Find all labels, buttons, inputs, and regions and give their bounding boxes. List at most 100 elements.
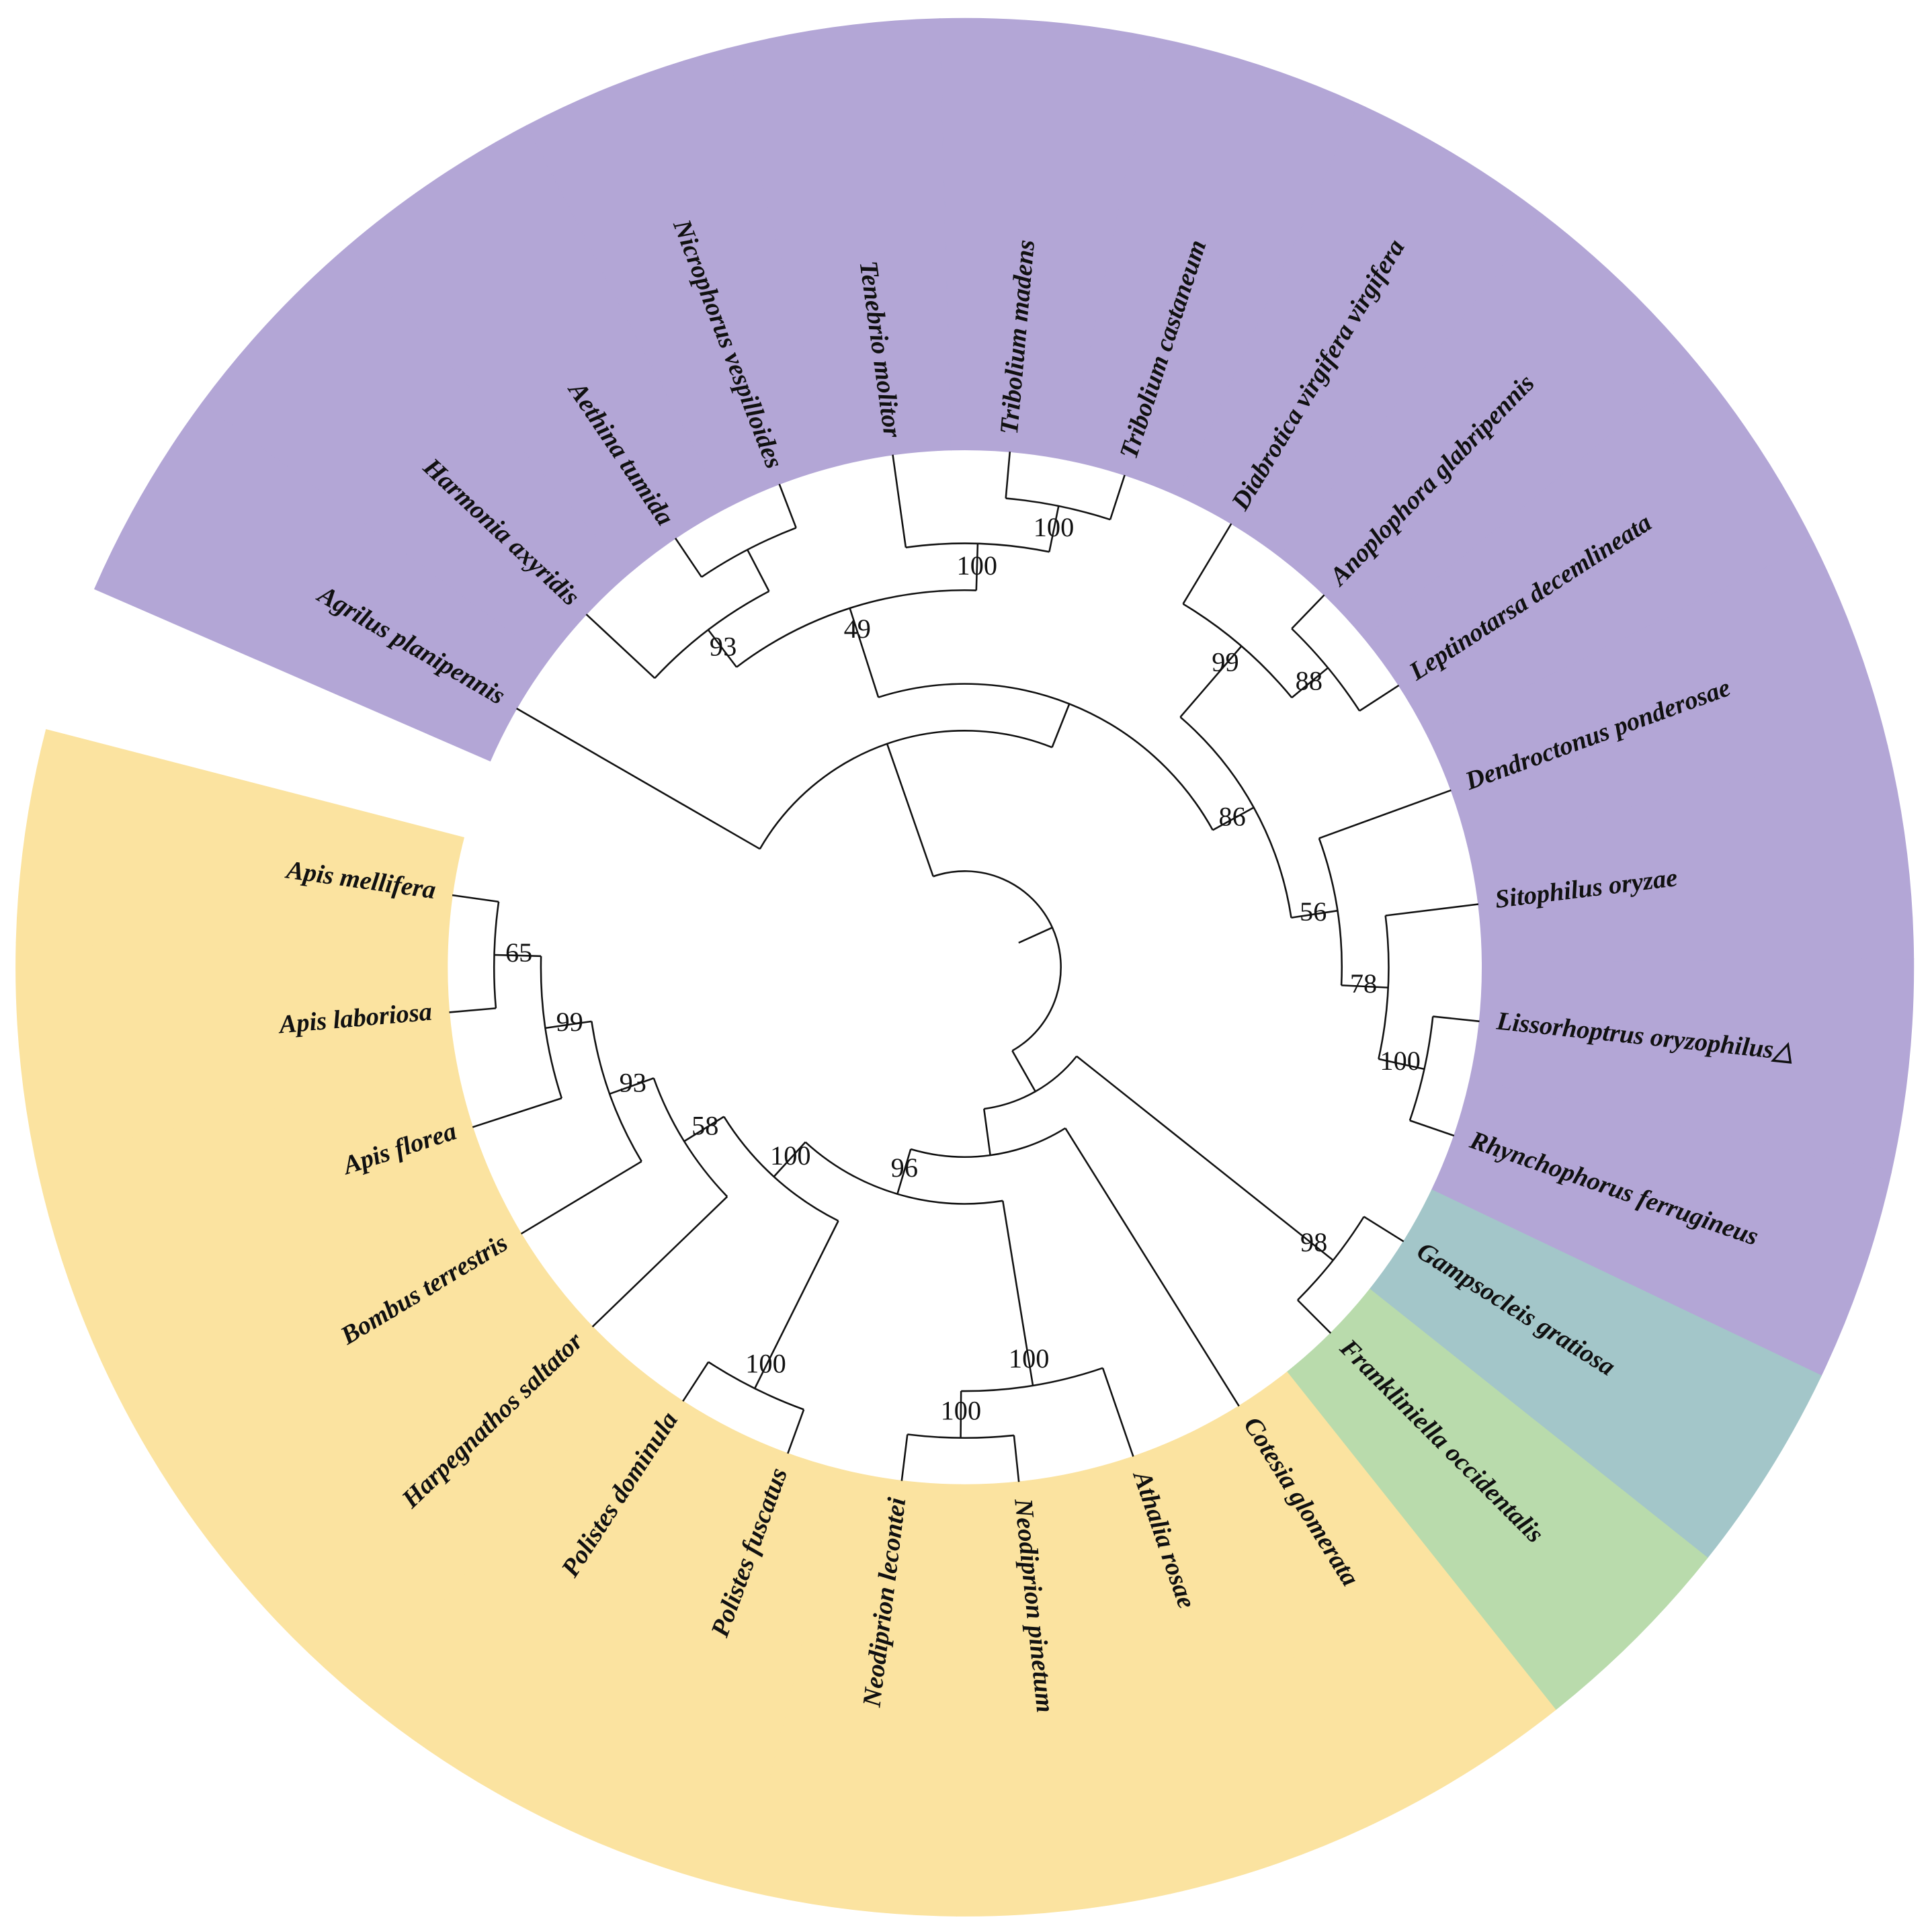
branch [1341, 984, 1388, 989]
branch-arc [804, 1141, 1003, 1205]
branch [1318, 789, 1452, 839]
branch [1433, 1015, 1480, 1023]
branch-arc [1378, 915, 1390, 1060]
bootstrap-value: 56 [1300, 896, 1327, 927]
clade-band [540, 1429, 845, 1891]
clade-band [1286, 1288, 1708, 1711]
branch-arc [736, 589, 976, 668]
clade-band [1469, 958, 1915, 1173]
clade-band [1369, 1189, 1822, 1559]
bootstrap-value: 58 [691, 1110, 718, 1140]
branch [886, 743, 934, 877]
branch-arc [878, 683, 1214, 831]
clade-band [526, 48, 836, 509]
branch [516, 708, 761, 850]
bootstrap-value: 78 [1350, 968, 1377, 999]
branch [747, 549, 770, 592]
branch [892, 454, 907, 548]
clade-band [1179, 103, 1544, 558]
branch [1013, 1435, 1020, 1482]
branch [1212, 806, 1255, 831]
clade-band [1279, 214, 1698, 639]
clade-band [956, 1472, 1171, 1917]
bootstrap-value: 99 [556, 1007, 583, 1037]
branch [1291, 667, 1329, 699]
branch [1385, 903, 1479, 917]
branch [674, 538, 703, 578]
clade-band [201, 245, 630, 661]
branch-arc [1179, 716, 1292, 918]
branch [1109, 474, 1126, 520]
clade-band [347, 125, 727, 575]
branch-arc [984, 1055, 1078, 1110]
branch-arc [591, 1021, 642, 1162]
branch [1076, 1055, 1334, 1261]
branch [1101, 1368, 1134, 1457]
branch-arc [905, 542, 1050, 553]
clade-band [15, 941, 458, 1157]
branch [1005, 452, 1011, 499]
clade-band [1363, 363, 1815, 737]
branch [452, 894, 499, 903]
branch [1363, 1216, 1404, 1243]
branch [960, 1391, 962, 1438]
branch [683, 1116, 724, 1142]
branch [1359, 684, 1400, 712]
branch [545, 1020, 592, 1030]
branch [707, 629, 738, 668]
branch [1048, 505, 1060, 552]
branch-arc [1297, 1216, 1365, 1301]
branch [1064, 1128, 1240, 1407]
clade-band [939, 17, 1155, 461]
bootstrap-value: 93 [620, 1068, 646, 1098]
clade-band [93, 402, 550, 762]
clade-band [1076, 1433, 1374, 1894]
bootstrap-value: 100 [745, 1349, 786, 1379]
clade-band [34, 1070, 495, 1361]
branch [753, 1220, 839, 1389]
branch [896, 1148, 912, 1195]
branch-arc [493, 901, 500, 1009]
branch [982, 1108, 991, 1156]
bootstrap-value: 100 [941, 1395, 981, 1425]
clade-band [1067, 36, 1359, 497]
branch [1001, 1200, 1034, 1386]
bootstrap-value: 99 [1212, 647, 1238, 677]
branch [609, 1077, 655, 1095]
bootstrap-value: 100 [770, 1140, 811, 1171]
clade-band [1187, 1371, 1556, 1824]
clade-band [15, 728, 464, 954]
branch-arc [654, 590, 770, 679]
branch-arc [1005, 497, 1111, 521]
branch-arc [540, 956, 563, 1099]
branch [778, 483, 797, 528]
branch [1378, 1058, 1425, 1070]
branch [494, 954, 542, 958]
branch-arc [907, 1433, 1015, 1439]
branch-arc [1409, 1016, 1434, 1121]
bootstrap-value: 100 [1034, 512, 1075, 542]
clade-band [726, 18, 952, 467]
branch-arc [759, 730, 1053, 849]
bootstrap-value: 86 [1218, 802, 1245, 832]
clade-band [1427, 543, 1888, 847]
bootstrap-value: 96 [891, 1152, 918, 1183]
bootstrap-value: 100 [1009, 1343, 1049, 1374]
branch-arc [1318, 837, 1343, 986]
clade-band [360, 1366, 735, 1817]
branch [682, 1361, 710, 1402]
branch [520, 1161, 642, 1235]
branch [1051, 703, 1070, 748]
bootstrap-value: 65 [505, 937, 532, 968]
branch [787, 1409, 805, 1454]
clade-bands [15, 17, 1915, 1917]
bootstrap-value: 93 [710, 632, 737, 662]
clade-band [211, 1282, 636, 1700]
branch [1409, 1120, 1455, 1137]
branch-arc [653, 1077, 728, 1198]
root-stem [1018, 927, 1053, 944]
bootstrap-value: 49 [844, 614, 871, 644]
bootstrap-value: 100 [1380, 1046, 1421, 1076]
branch-arc [723, 1116, 839, 1222]
